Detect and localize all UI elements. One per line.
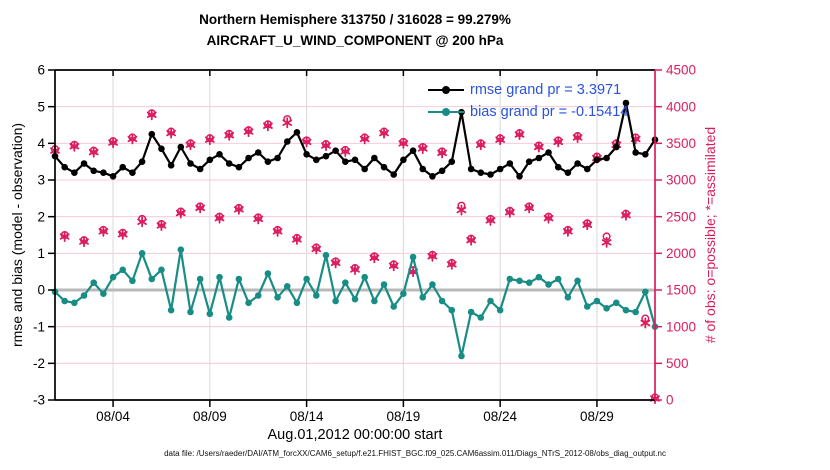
- svg-text:4: 4: [37, 136, 45, 151]
- legend: rmse grand pr = 3.3971 bias grand pr = -…: [428, 79, 628, 123]
- svg-text:3000: 3000: [666, 173, 696, 188]
- legend-entry-bias: bias grand pr = -0.15414: [428, 101, 628, 123]
- legend-label-rmse: rmse grand pr = 3.3971: [470, 82, 622, 98]
- legend-label-bias: bias grand pr = -0.15414: [470, 104, 629, 120]
- rmse-series: [51, 99, 659, 180]
- svg-text:500: 500: [666, 356, 689, 371]
- x-axis-label: Aug.01,2012 00:00:00 start: [267, 427, 443, 443]
- y-axis-left-label: rmse and bias (model - observation): [9, 122, 25, 348]
- svg-text:08/04: 08/04: [96, 409, 130, 424]
- svg-text:1: 1: [37, 246, 45, 261]
- svg-text:2500: 2500: [666, 209, 696, 224]
- legend-entry-rmse: rmse grand pr = 3.3971: [428, 79, 628, 101]
- svg-text:08/19: 08/19: [386, 409, 420, 424]
- svg-text:1500: 1500: [666, 283, 696, 298]
- obs-assimilated-markers: [50, 109, 660, 405]
- svg-text:2: 2: [37, 209, 45, 224]
- svg-text:08/09: 08/09: [193, 409, 227, 424]
- svg-text:5: 5: [37, 99, 45, 114]
- svg-text:-3: -3: [33, 393, 45, 408]
- bias-series: [51, 246, 659, 360]
- x-gridlines: [112, 70, 598, 400]
- svg-text:2000: 2000: [666, 246, 696, 261]
- y-gridlines: [55, 106, 655, 364]
- y-axis-right-label: # of obs: o=possible; *=assimilated: [702, 126, 718, 344]
- tick-labels: -3 -2 -1 0 1 2 3 4 5 6 0 500 1000 1500 2000 2500 3000 350…: [33, 63, 696, 424]
- chart-subtitle: AIRCRAFT_U_WIND_COMPONENT @ 200 hPa: [206, 33, 504, 48]
- svg-text:0: 0: [37, 283, 45, 298]
- svg-text:08/29: 08/29: [580, 409, 614, 424]
- svg-text:-1: -1: [33, 319, 45, 334]
- data-file-path: data file: /Users/raeder/DAI/ATM_forcXX/…: [164, 449, 666, 458]
- rmse-line-swatch: [428, 86, 464, 94]
- svg-text:08/24: 08/24: [483, 409, 517, 424]
- svg-text:6: 6: [37, 63, 45, 78]
- bias-line-swatch: [428, 108, 464, 116]
- axes: [54, 69, 656, 401]
- svg-text:4500: 4500: [666, 63, 696, 78]
- svg-text:-2: -2: [33, 356, 45, 371]
- svg-text:0: 0: [666, 393, 674, 408]
- svg-text:3: 3: [37, 173, 45, 188]
- svg-text:08/14: 08/14: [290, 409, 324, 424]
- chart-title: Northern Hemisphere 313750 / 316028 = 99…: [199, 12, 511, 27]
- svg-text:1000: 1000: [666, 319, 696, 334]
- svg-text:4000: 4000: [666, 99, 696, 114]
- svg-text:3500: 3500: [666, 136, 696, 151]
